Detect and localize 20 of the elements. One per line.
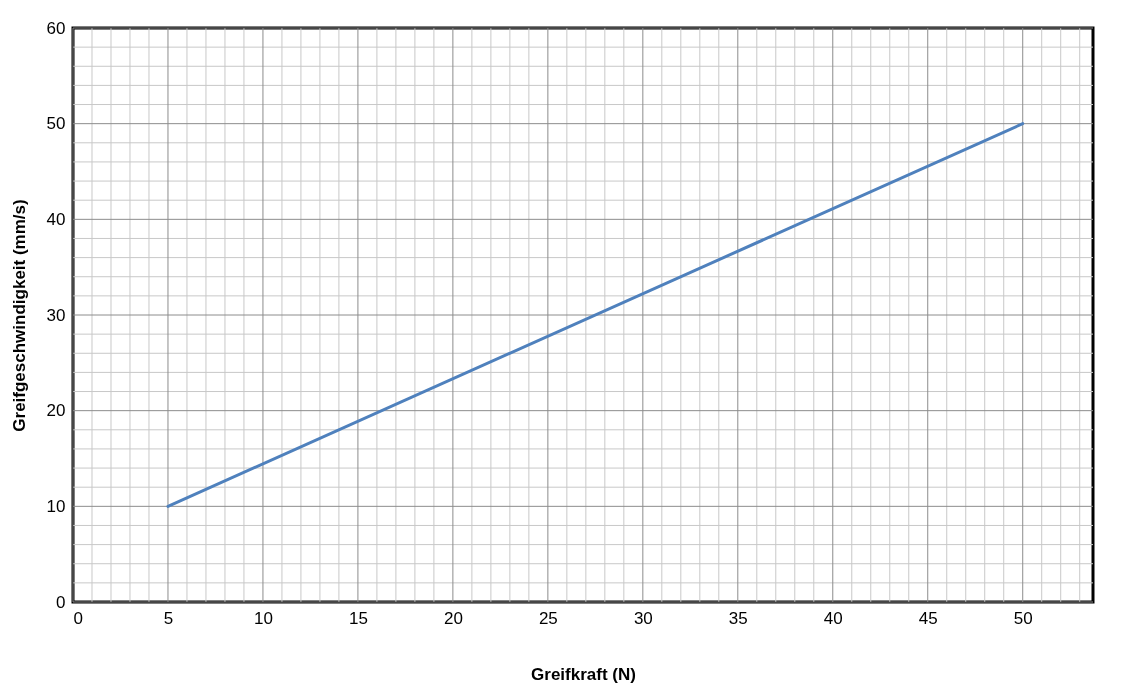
x-tick-label: 10 [253, 608, 273, 628]
y-axis-title: Greifgeschwindigkeit (mm/s) [9, 199, 29, 432]
y-tick-label: 30 [46, 305, 66, 325]
x-tick-label: 45 [918, 608, 938, 628]
y-tick-label: 40 [46, 209, 66, 229]
y-tick-label: 50 [46, 114, 66, 134]
y-tick-label: 0 [56, 592, 66, 612]
x-axis-title: Greifkraft (N) [531, 664, 636, 684]
x-tick-label: 0 [73, 608, 83, 628]
y-tick-label: 10 [46, 496, 66, 516]
x-tick-label: 5 [163, 608, 174, 628]
y-tick-label: 20 [46, 401, 66, 421]
x-tick-label: 15 [348, 608, 368, 628]
x-tick-label: 40 [823, 608, 843, 628]
x-tick-label: 25 [538, 608, 558, 628]
y-tick-label: 60 [46, 18, 66, 38]
x-tick-label: 50 [1013, 608, 1033, 628]
x-tick-label: 35 [728, 608, 748, 628]
x-tick-label: 30 [633, 608, 653, 628]
x-tick-label: 20 [443, 608, 463, 628]
